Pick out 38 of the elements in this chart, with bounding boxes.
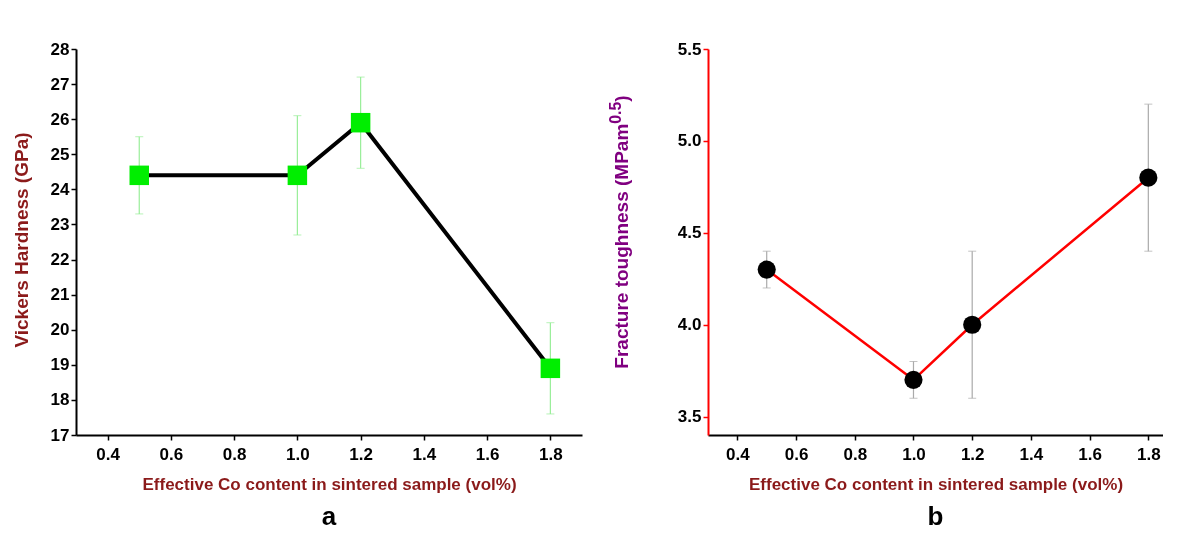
x-tick-label: 1.2 bbox=[349, 444, 373, 464]
text: b bbox=[927, 501, 944, 531]
y-tick-label: 19 bbox=[50, 355, 70, 375]
x-tick-label: 0.8 bbox=[222, 444, 247, 464]
x-tick-label: 1.0 bbox=[902, 444, 926, 464]
x-tick-label: 0.4 bbox=[96, 444, 121, 464]
y-tick-label: 28 bbox=[50, 39, 70, 59]
x-tick-label: 0.8 bbox=[843, 444, 868, 464]
x-tick-label: 1.4 bbox=[412, 444, 437, 464]
y-tick-label: 18 bbox=[50, 390, 70, 410]
y-tick-label: 5.0 bbox=[677, 131, 702, 151]
x-tick-label: 1.2 bbox=[960, 444, 985, 464]
y-tick-label: 24 bbox=[50, 179, 71, 199]
y-tick-label: 20 bbox=[50, 320, 70, 340]
text: a bbox=[321, 501, 337, 531]
x-tick-label: 0.4 bbox=[726, 444, 751, 464]
y-axis-title: Vickers Hardness (GPa) bbox=[11, 132, 33, 348]
x-tick-label: 1.4 bbox=[1019, 444, 1044, 464]
x-tick-label: 1.6 bbox=[475, 444, 500, 464]
y-tick-label: 4.5 bbox=[677, 223, 702, 243]
y-tick-label: 23 bbox=[50, 214, 70, 234]
y-tick-label: 27 bbox=[50, 74, 70, 94]
y-tick-label: 26 bbox=[50, 109, 70, 129]
y-tick-label: 17 bbox=[50, 425, 70, 445]
x-tick-label: 0.6 bbox=[159, 444, 184, 464]
x-tick-label: 1.8 bbox=[1137, 444, 1161, 464]
y-tick-label: 4.0 bbox=[677, 315, 702, 335]
y-tick-label: 25 bbox=[50, 144, 70, 164]
x-tick-label: 1.0 bbox=[286, 444, 310, 464]
y-tick-label: 21 bbox=[50, 285, 70, 305]
y-tick-label: 22 bbox=[50, 250, 70, 270]
x-axis-title: Effective Co content in sintered sample (vol%) bbox=[748, 474, 1124, 494]
x-tick-label: 1.8 bbox=[539, 444, 563, 464]
x-tick-label: 0.6 bbox=[784, 444, 809, 464]
y-tick-label: 5.5 bbox=[677, 39, 702, 59]
x-tick-label: 1.6 bbox=[1078, 444, 1102, 464]
y-tick-label: 3.5 bbox=[677, 407, 702, 427]
x-axis-title: Effective Co content in sintered sample (vol%) bbox=[142, 474, 517, 494]
